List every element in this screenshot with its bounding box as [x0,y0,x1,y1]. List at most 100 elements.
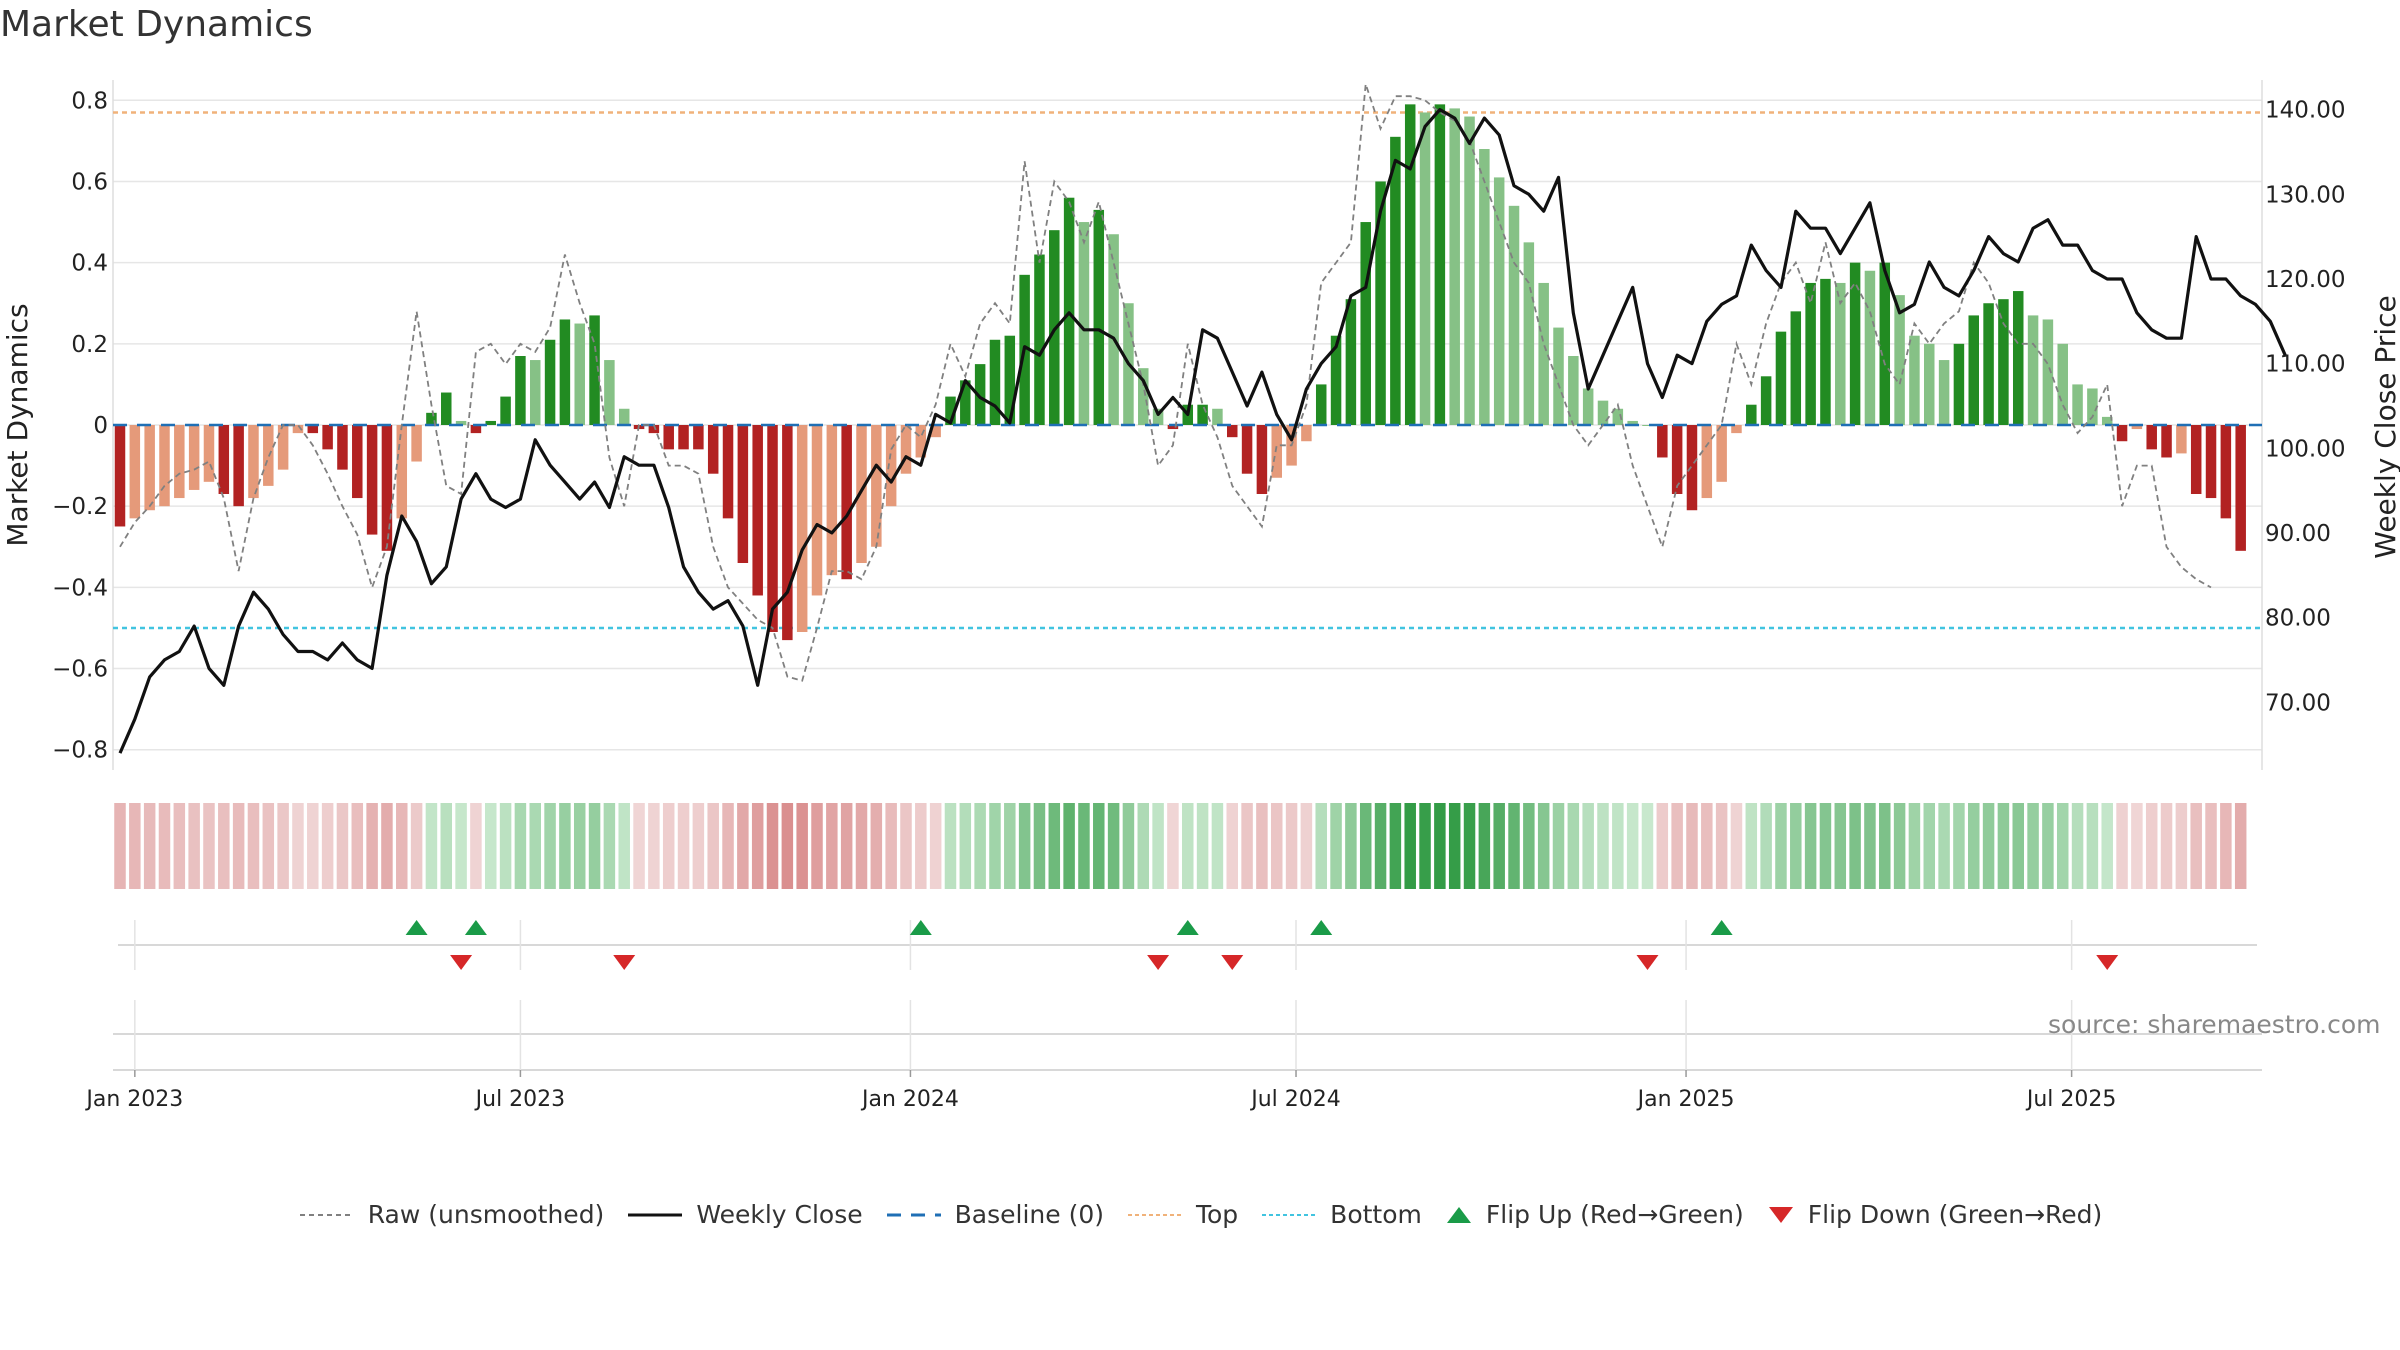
regime-strip-cell [588,803,601,889]
dynamics-bar [1938,360,1950,425]
regime-strip-cell [1893,803,1906,889]
regime-strip-cell [262,803,275,889]
dynamics-bar [307,425,319,434]
dynamics-bar [129,425,141,519]
regime-strip-cell [1879,803,1891,889]
regime-strip-cell [351,803,364,889]
left-tick-label: 0.4 [71,251,108,277]
regime-strip-cell [1582,803,1594,889]
dynamics-bar [2235,425,2246,551]
right-tick-label: 120.00 [2265,267,2345,293]
regime-strip-cell [1730,803,1743,889]
regime-strip-cell [1004,803,1016,889]
regime-strip-cell [1997,803,2010,889]
regime-strip-cell [2071,803,2084,889]
dynamics-bar [188,425,200,490]
dynamics-bar [2116,425,2128,442]
left-tick-label: −0.4 [52,575,108,601]
regime-strip-cell [1211,803,1224,889]
dynamics-bar [1538,282,1549,425]
dynamics-bar [1998,299,2009,425]
dynamics-bar [352,425,363,499]
regime-strip-cell [307,803,319,889]
dynamics-bar [1138,368,1149,425]
regime-strip-cell [751,803,764,889]
regime-strip-cell [1552,803,1565,889]
flip-up-marker [909,920,932,935]
dynamics-bar [203,425,215,482]
legend-item-flip-up: Flip Up (Red→Green) [1444,1200,1744,1229]
dynamics-bar [1805,282,1816,425]
weekly-close-line [118,107,2287,754]
dynamics-bar [1301,425,1312,442]
regime-strip-cell [366,803,378,889]
dynamics-bar [1315,384,1327,425]
dynamics-bar [1197,404,1208,425]
regime-strip-cell [796,803,808,889]
dynamics-bar [1553,327,1564,425]
dynamics-bar [144,425,155,511]
regime-strip-cell [1612,803,1624,889]
regime-strip-cell [1241,803,1253,889]
date-tick-label: Jul 2024 [1249,1087,1341,1112]
legend-label-baseline: Baseline (0) [954,1200,1104,1229]
dynamics-bar [1108,234,1119,425]
regime-strip-cell [648,803,660,889]
regime-strip-cell [1804,803,1817,889]
regime-strip-cell [1671,803,1683,889]
legend: Raw (unsmoothed) Weekly Close Baseline (… [0,1200,2400,1229]
dynamics-bar [411,425,422,462]
regime-strip-cell [618,803,630,889]
regime-strip-cell [722,803,734,889]
regime-strip-cell [1107,803,1120,889]
regime-strip-cell [1226,803,1238,889]
legend-label-close: Weekly Close [696,1200,863,1229]
regime-strip-cell [603,803,616,889]
regime-strip-cell [929,803,942,889]
legend-flip-down-icon [1768,1206,1793,1223]
regime-strip-cell [2220,803,2232,889]
dynamics-bar [574,323,585,425]
dynamics-bar [174,425,185,499]
dynamics-bar [648,425,660,434]
dynamics-bar [1909,335,1920,425]
regime-strip-cell [2160,803,2173,889]
dynamics-bar [455,420,467,425]
dynamics-bar [2101,416,2113,425]
regime-strip-cell [1626,803,1639,889]
dynamics-bar [159,425,170,507]
left-tick-label: 0.2 [71,332,108,358]
regime-strip-cell [885,803,897,889]
dynamics-bar [1404,104,1416,426]
regime-strip-cell [1167,803,1179,889]
dynamics-bar [248,425,259,499]
dynamics-bar [1568,356,1579,425]
regime-strip-cell [1641,803,1654,889]
regime-strip-cell [2175,803,2188,889]
regime-strip-cell [1938,803,1950,889]
regime-strip-cell [1849,803,1861,889]
flip-down-marker [613,955,636,970]
legend-top-swatch [1127,1213,1182,1216]
dynamics-bar [811,425,823,596]
dynamics-bar [900,425,912,474]
date-tick-label: Jul 2025 [2025,1087,2117,1112]
date-tick-label: Jan 2024 [860,1087,959,1112]
regime-strip-cell [1300,803,1313,889]
dynamics-bar [2161,425,2172,458]
dynamics-bar [396,425,408,519]
regime-strip-cell [129,803,141,889]
dynamics-bar [1835,282,1846,425]
dynamics-bar [1479,149,1490,425]
regime-strip-cell [692,803,705,889]
left-tick-label: 0 [93,413,108,439]
dynamics-bar [233,425,244,507]
source-note: source: sharemaestro.com [2048,1010,2381,1039]
regime-strip-cell [143,803,156,889]
dynamics-bar [915,425,927,458]
dynamics-bar [114,425,126,527]
regime-strip-cell [633,803,645,889]
flip-up-marker [405,920,428,935]
regime-strip-cell [1463,803,1476,889]
regime-strip-cell [1775,803,1787,889]
